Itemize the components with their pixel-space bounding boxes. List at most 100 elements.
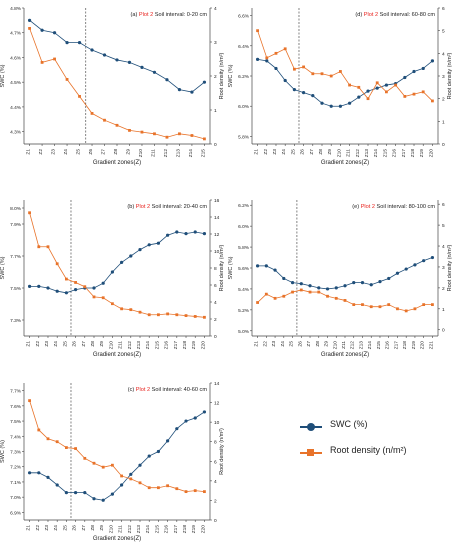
x-tick-label: Z2 (262, 341, 268, 347)
chart-panel-c: 6.9% 7.0% 7.1% 7.2% 7.3% 7.4% 7.5% 7.6% 7.7% 0 2 4 6… (0, 381, 225, 542)
swc-series-line (257, 58, 433, 107)
left-tick-label: 4.3% (10, 130, 22, 136)
left-tick-label: 7.3% (10, 450, 22, 456)
root-density-point (412, 92, 416, 96)
left-tick-label: 5.6% (238, 266, 250, 272)
root-density-point (357, 85, 361, 89)
swc-point (274, 66, 278, 71)
x-tick-label: Z3 (44, 341, 50, 347)
y2-axis-title: Root density (n/m²) (219, 52, 225, 99)
swc-point (320, 101, 324, 105)
swc-point (334, 286, 338, 290)
swc-point (301, 91, 306, 95)
swc-point (430, 59, 435, 63)
right-tick-label: 2 (214, 498, 217, 504)
swc-point (110, 270, 114, 274)
chart-title-interval: Soil interval: 20-40 cm (152, 204, 208, 210)
swc-point (264, 264, 268, 268)
right-tick-label: 4 (214, 300, 217, 306)
y2-axis-title: Root density (n/m²) (219, 428, 225, 475)
swc-point (55, 483, 59, 487)
root-density-point (129, 308, 133, 312)
swc-point (317, 286, 321, 290)
right-tick-label: 2 (442, 97, 445, 103)
swc-point (343, 284, 347, 288)
root-density-point (190, 134, 194, 137)
swc-point (138, 463, 142, 467)
root-density-point (101, 465, 105, 469)
swc-point (282, 276, 286, 281)
x-tick-label: Z5 (62, 525, 68, 531)
x-tick-label: Z15 (154, 341, 160, 350)
x-tick-label: Z2 (35, 525, 41, 531)
root-density-point (394, 83, 398, 87)
x-tick-label: Z17 (173, 525, 179, 534)
right-tick-label: 0 (214, 334, 217, 340)
left-tick-label: 7.5% (10, 419, 22, 425)
x-tick-label: Z16 (164, 525, 170, 534)
x-tick-label: Z13 (175, 149, 181, 158)
left-tick-label: 6.9% (10, 510, 22, 516)
x-tick-label: Z15 (154, 525, 160, 534)
x-tick-label: Z8 (90, 341, 96, 347)
x-tick-label: Z18 (182, 341, 188, 350)
chart-panel-a: 4.3% 4.4% 4.5% 4.6% 4.7% 4.8% 0 1 2 3 4 Z1 Z2 Z3 Z4 Z5 Z… (0, 6, 225, 166)
root-density-point (90, 112, 94, 115)
x-tick-label: Z8 (315, 341, 321, 347)
left-tick-label: 6.6% (238, 14, 250, 20)
x-tick-label: Z5 (290, 149, 296, 155)
root-density-point (282, 294, 286, 298)
root-density-point (299, 288, 303, 292)
root-density-point (361, 303, 364, 307)
swc-legend-label: SWC (%) (330, 419, 368, 429)
root-density-point (74, 281, 77, 284)
right-tick-label: 14 (214, 381, 220, 387)
chart-title-prefix: (b) (127, 204, 135, 210)
root-density-point (110, 302, 114, 306)
root-density-point (55, 262, 59, 266)
left-tick-label: 7.6% (10, 404, 22, 410)
swc-point (308, 284, 312, 288)
root-density-point (422, 303, 426, 307)
x-tick-label: Z12 (355, 149, 361, 158)
swc-point (102, 53, 107, 57)
x-tick-label: Z2 (263, 149, 269, 155)
x-tick-label: Z1 (26, 341, 32, 347)
chart-title-plot: Plot 2 (364, 12, 380, 18)
root-density-point (120, 307, 124, 311)
root-density-point (120, 474, 124, 478)
x-tick-label: Z6 (88, 149, 94, 155)
left-tick-label: 7.4% (10, 434, 22, 440)
right-tick-label: 8 (214, 440, 217, 446)
x-tick-label: Z20 (200, 525, 206, 534)
root-density-point (64, 277, 68, 281)
left-tick-label: 5.0% (238, 329, 250, 335)
chart-title-plot: Plot 2 (136, 204, 152, 210)
root-density-point (78, 95, 81, 98)
x-tick-label: Z3 (272, 149, 278, 155)
left-tick-label: 5.4% (238, 287, 250, 293)
swc-point (292, 88, 296, 92)
x-tick-label: Z16 (164, 341, 170, 350)
swc-point (37, 284, 41, 288)
right-tick-label: 12 (214, 401, 220, 407)
right-tick-label: 8 (214, 266, 217, 272)
y-axis-title: SWC (%) (0, 440, 6, 463)
x-tick-label: Z6 (300, 149, 306, 155)
swc-point (156, 241, 161, 245)
root-density-point (128, 129, 131, 132)
root-density-series-line (29, 28, 205, 140)
x-tick-label: Z17 (393, 341, 399, 350)
root-density-point (55, 440, 59, 444)
x-tick-label: Z7 (81, 341, 87, 347)
right-tick-label: 10 (214, 420, 220, 426)
right-tick-label: 0 (214, 142, 217, 148)
x-tick-label: Z9 (324, 341, 330, 347)
root-density-point (352, 303, 356, 307)
right-tick-label: 4 (442, 244, 445, 250)
x-tick-label: Z10 (332, 341, 338, 350)
swc-point (366, 89, 370, 93)
root-density-point (404, 309, 408, 313)
